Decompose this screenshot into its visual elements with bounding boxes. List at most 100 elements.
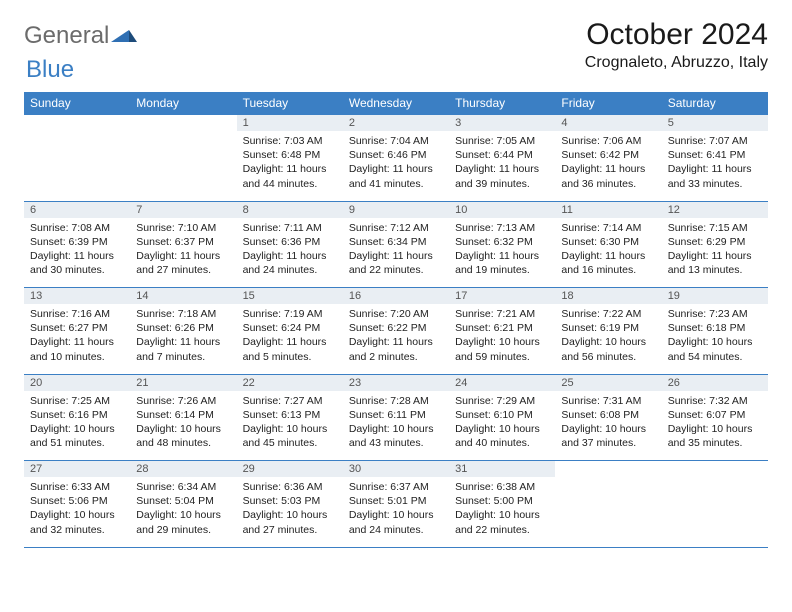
- location-label: Crognaleto, Abruzzo, Italy: [585, 54, 768, 72]
- sunrise-line: Sunrise: 7:18 AM: [136, 308, 216, 320]
- day-content-cell: Sunrise: 7:04 AMSunset: 6:46 PMDaylight:…: [343, 131, 449, 201]
- day-content-cell: Sunrise: 7:10 AMSunset: 6:37 PMDaylight:…: [130, 218, 236, 288]
- day-content-cell: Sunrise: 7:21 AMSunset: 6:21 PMDaylight:…: [449, 304, 555, 374]
- logo: General: [24, 22, 137, 50]
- sunrise-line: Sunrise: 6:34 AM: [136, 481, 216, 493]
- day-number-cell: 30: [343, 461, 449, 478]
- sunrise-line: Sunrise: 7:12 AM: [349, 222, 429, 234]
- daylight-line: Daylight: 11 hours and 5 minutes.: [243, 336, 327, 362]
- sunset-line: Sunset: 6:27 PM: [30, 322, 108, 334]
- day-header: Thursday: [449, 92, 555, 115]
- day-content-cell: Sunrise: 7:14 AMSunset: 6:30 PMDaylight:…: [555, 218, 661, 288]
- day-content-cell: Sunrise: 6:34 AMSunset: 5:04 PMDaylight:…: [130, 477, 236, 547]
- day-content-cell: Sunrise: 7:27 AMSunset: 6:13 PMDaylight:…: [237, 391, 343, 461]
- day-number-cell: 28: [130, 461, 236, 478]
- sunset-line: Sunset: 6:07 PM: [668, 409, 746, 421]
- day-number-cell: 31: [449, 461, 555, 478]
- daylight-line: Daylight: 11 hours and 30 minutes.: [30, 250, 114, 276]
- day-number-row: 12345: [24, 115, 768, 132]
- logo-text-general: General: [24, 22, 109, 50]
- day-number-cell: 12: [662, 201, 768, 218]
- sunrise-line: Sunrise: 7:20 AM: [349, 308, 429, 320]
- day-content-cell: Sunrise: 7:12 AMSunset: 6:34 PMDaylight:…: [343, 218, 449, 288]
- daylight-line: Daylight: 11 hours and 7 minutes.: [136, 336, 220, 362]
- sunset-line: Sunset: 6:44 PM: [455, 149, 533, 161]
- sunset-line: Sunset: 6:13 PM: [243, 409, 321, 421]
- day-content-cell: Sunrise: 6:38 AMSunset: 5:00 PMDaylight:…: [449, 477, 555, 547]
- sunrise-line: Sunrise: 7:04 AM: [349, 135, 429, 147]
- day-number-cell: 10: [449, 201, 555, 218]
- daylight-line: Daylight: 10 hours and 37 minutes.: [561, 423, 646, 449]
- day-content-cell: Sunrise: 7:19 AMSunset: 6:24 PMDaylight:…: [237, 304, 343, 374]
- day-content-cell: Sunrise: 6:33 AMSunset: 5:06 PMDaylight:…: [24, 477, 130, 547]
- day-header: Sunday: [24, 92, 130, 115]
- logo-text-blue: Blue: [26, 56, 74, 84]
- sunrise-line: Sunrise: 7:15 AM: [668, 222, 748, 234]
- day-content-row: Sunrise: 7:03 AM Sunset: 6:48 PM Daylight:…: [24, 131, 768, 201]
- sunset-line: Sunset: 6:16 PM: [30, 409, 108, 421]
- day-header: Tuesday: [237, 92, 343, 115]
- day-number-cell: 18: [555, 288, 661, 305]
- day-number-row: 13141516171819: [24, 288, 768, 305]
- day-content-cell: Sunrise: 7:31 AMSunset: 6:08 PMDaylight:…: [555, 391, 661, 461]
- day-number-cell: 4: [555, 115, 661, 132]
- sunrise-line: Sunrise: 7:05 AM: [455, 135, 535, 147]
- sunset-line: Sunset: 6:08 PM: [561, 409, 639, 421]
- day-content-cell: Sunrise: 7:29 AMSunset: 6:10 PMDaylight:…: [449, 391, 555, 461]
- day-number-cell: 15: [237, 288, 343, 305]
- sunset-line: Sunset: 6:22 PM: [349, 322, 427, 334]
- calendar-table: SundayMondayTuesdayWednesdayThursdayFrid…: [24, 92, 768, 548]
- sunrise-line: Sunrise: 7:26 AM: [136, 395, 216, 407]
- day-content-cell: Sunrise: 7:08 AMSunset: 6:39 PMDaylight:…: [24, 218, 130, 288]
- daylight-line: Daylight: 10 hours and 43 minutes.: [349, 423, 434, 449]
- sunrise-line: Sunrise: 6:36 AM: [243, 481, 323, 493]
- day-content-cell: Sunrise: 7:05 AM Sunset: 6:44 PM Daylight:…: [449, 131, 555, 201]
- sunrise-line: Sunrise: 6:33 AM: [30, 481, 110, 493]
- sunrise-line: Sunrise: 7:23 AM: [668, 308, 748, 320]
- day-content-cell: [130, 131, 236, 201]
- day-content-cell: [24, 131, 130, 201]
- sunset-line: Sunset: 6:24 PM: [243, 322, 321, 334]
- day-content-cell: Sunrise: 6:36 AMSunset: 5:03 PMDaylight:…: [237, 477, 343, 547]
- daylight-line: Daylight: 10 hours and 45 minutes.: [243, 423, 328, 449]
- day-number-cell: 2: [343, 115, 449, 132]
- sunset-line: Sunset: 6:26 PM: [136, 322, 214, 334]
- sunrise-line: Sunrise: 7:03 AM: [243, 135, 323, 147]
- sunrise-line: Sunrise: 7:08 AM: [30, 222, 110, 234]
- day-content-cell: Sunrise: 7:26 AMSunset: 6:14 PMDaylight:…: [130, 391, 236, 461]
- daylight-line: Daylight: 11 hours and 39 minutes.: [455, 163, 539, 189]
- sunset-line: Sunset: 5:01 PM: [349, 495, 427, 507]
- day-content-cell: Sunrise: 6:37 AMSunset: 5:01 PMDaylight:…: [343, 477, 449, 547]
- day-number-cell: 19: [662, 288, 768, 305]
- day-number-cell: 24: [449, 374, 555, 391]
- day-header: Friday: [555, 92, 661, 115]
- day-header: Wednesday: [343, 92, 449, 115]
- day-number-cell: [662, 461, 768, 478]
- sunset-line: Sunset: 5:00 PM: [455, 495, 533, 507]
- day-number-cell: 21: [130, 374, 236, 391]
- day-content-cell: Sunrise: 7:23 AMSunset: 6:18 PMDaylight:…: [662, 304, 768, 374]
- daylight-line: Daylight: 10 hours and 54 minutes.: [668, 336, 753, 362]
- daylight-line: Daylight: 10 hours and 48 minutes.: [136, 423, 221, 449]
- sunset-line: Sunset: 6:48 PM: [243, 149, 321, 161]
- daylight-line: Daylight: 11 hours and 24 minutes.: [243, 250, 327, 276]
- day-content-cell: Sunrise: 7:07 AMSunset: 6:41 PMDaylight:…: [662, 131, 768, 201]
- sunrise-line: Sunrise: 7:21 AM: [455, 308, 535, 320]
- day-content-row: Sunrise: 7:25 AMSunset: 6:16 PMDaylight:…: [24, 391, 768, 461]
- daylight-line: Daylight: 10 hours and 32 minutes.: [30, 509, 115, 535]
- day-number-cell: 25: [555, 374, 661, 391]
- day-content-cell: Sunrise: 7:28 AMSunset: 6:11 PMDaylight:…: [343, 391, 449, 461]
- day-number-cell: 17: [449, 288, 555, 305]
- day-content-row: Sunrise: 6:33 AMSunset: 5:06 PMDaylight:…: [24, 477, 768, 547]
- daylight-line: Daylight: 10 hours and 24 minutes.: [349, 509, 434, 535]
- daylight-line: Daylight: 11 hours and 44 minutes.: [243, 163, 327, 189]
- sunrise-line: Sunrise: 7:11 AM: [243, 222, 322, 234]
- day-number-cell: 22: [237, 374, 343, 391]
- sunrise-line: Sunrise: 7:29 AM: [455, 395, 535, 407]
- daylight-line: Daylight: 10 hours and 56 minutes.: [561, 336, 646, 362]
- sunset-line: Sunset: 6:10 PM: [455, 409, 533, 421]
- day-number-cell: 3: [449, 115, 555, 132]
- sunrise-line: Sunrise: 7:07 AM: [668, 135, 748, 147]
- day-number-cell: 20: [24, 374, 130, 391]
- sunset-line: Sunset: 5:04 PM: [136, 495, 214, 507]
